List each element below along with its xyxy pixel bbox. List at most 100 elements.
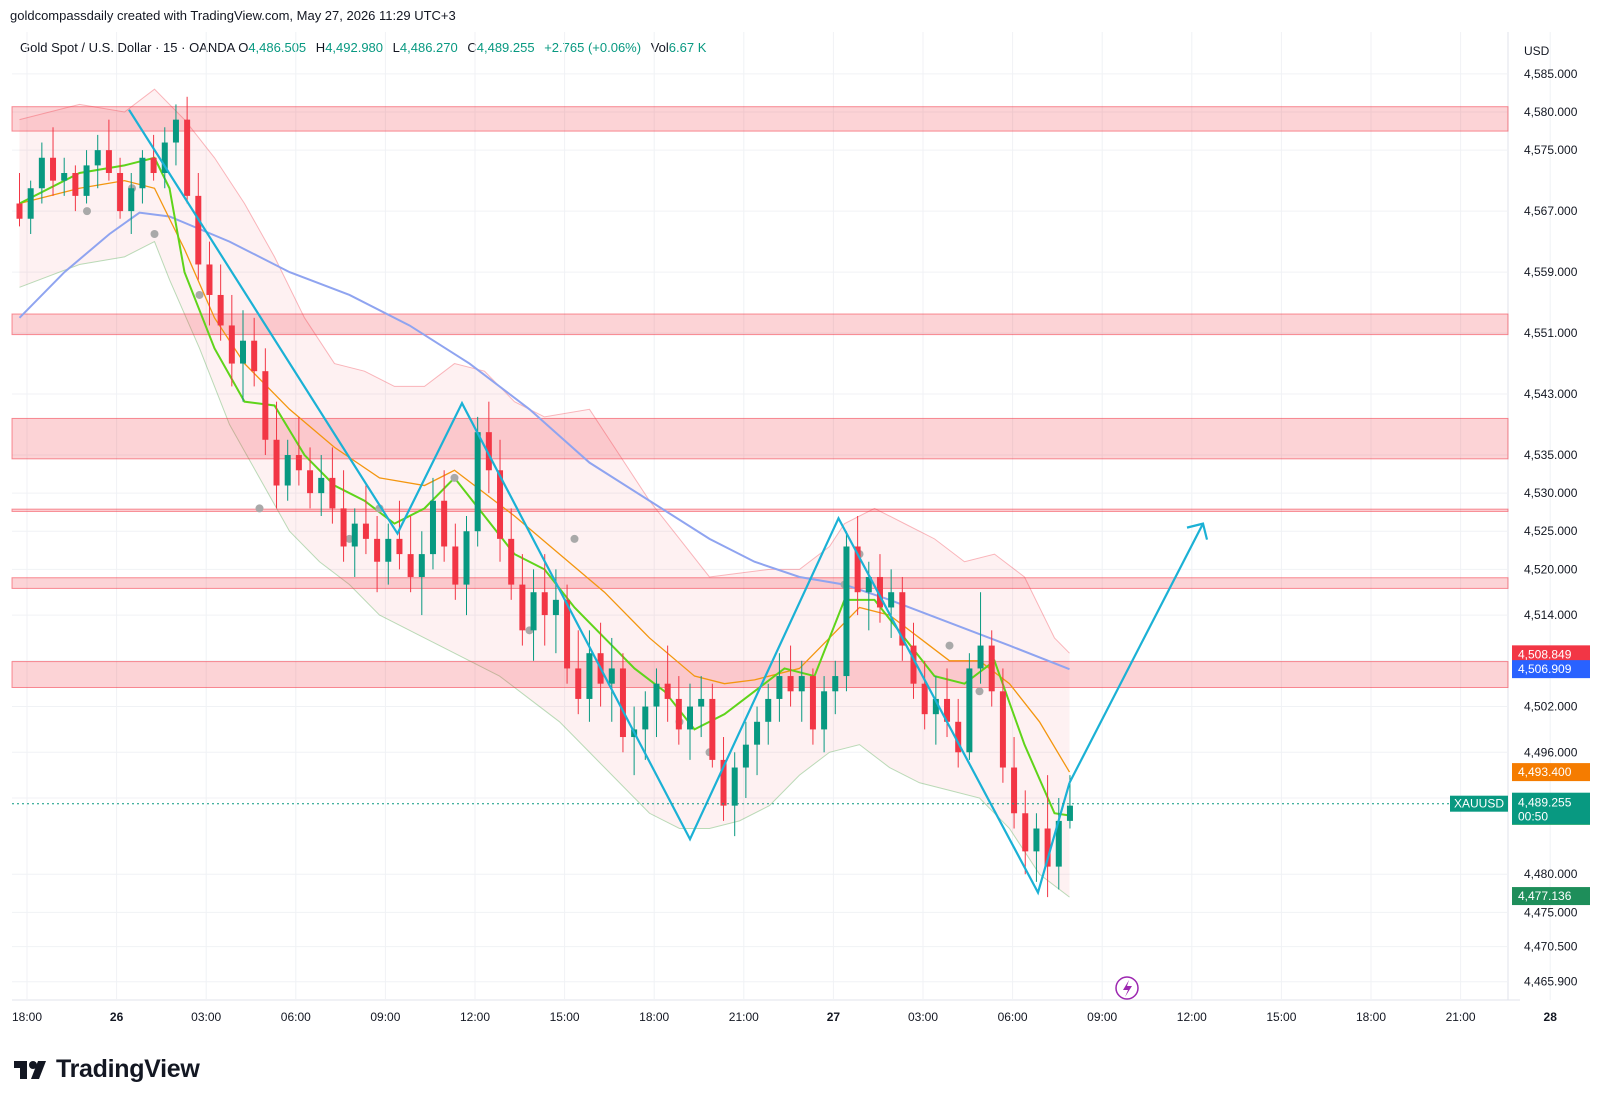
price-tick-label: 4,525.000 [1524, 524, 1578, 538]
candle-body [821, 691, 828, 730]
price-tag [1512, 660, 1590, 679]
candle-body [295, 455, 302, 471]
close-value: 4,489.255 [476, 40, 535, 55]
candle-body [228, 325, 235, 364]
candle-body [1044, 828, 1051, 867]
time-axis: 18:00 26 03:00 06:00 09:00 12:00 15:00 18:00 21:… [12, 1010, 1557, 1024]
candle-body [318, 477, 325, 494]
candle-body [564, 599, 571, 669]
candle-body [161, 142, 168, 174]
candle-body [731, 767, 738, 806]
time-tick-label: 06:00 [281, 1010, 311, 1024]
sar-dot [975, 687, 984, 696]
candle-body [418, 554, 425, 577]
candle-body [329, 477, 336, 509]
alert-icon[interactable] [1115, 976, 1139, 1000]
candle-body [362, 523, 369, 539]
price-tick-label: 4,520.000 [1524, 562, 1578, 576]
candle-body [921, 683, 928, 715]
candle-body [184, 119, 191, 196]
candle-body [765, 698, 772, 722]
candle-body [474, 432, 481, 532]
price-tick-label: 4,580.000 [1524, 105, 1578, 119]
time-tick-label: 26 [110, 1010, 124, 1024]
price-tag [1512, 763, 1590, 782]
brand-name: TradingView [56, 1055, 200, 1083]
attribution-text: goldcompassdaily created with TradingVie… [10, 8, 456, 23]
tradingview-logo-icon [14, 1060, 46, 1079]
sar-dot [83, 207, 91, 216]
candle-body [865, 576, 872, 593]
candle-body [83, 165, 90, 196]
price-tick-label: 4,551.000 [1524, 326, 1578, 340]
price-tick-label: 4,480.000 [1524, 867, 1578, 881]
candle-body [1022, 813, 1029, 852]
time-tick-label: 15:00 [1266, 1010, 1296, 1024]
price-tick-label: 4,585.000 [1524, 67, 1578, 81]
candle-body [955, 721, 962, 753]
candle-body [720, 759, 727, 806]
sar-dot [150, 229, 159, 238]
candle-body [798, 676, 805, 692]
time-tick-label: 15:00 [550, 1010, 580, 1024]
candle-body [698, 698, 705, 707]
resistance-zone [11, 106, 1509, 132]
chart-grid [12, 32, 1551, 1001]
candle-body [709, 698, 716, 760]
candle-body [38, 157, 45, 189]
candle-body [27, 188, 34, 219]
candle-body [307, 470, 314, 494]
candle-body [284, 455, 291, 486]
price-tag [1512, 645, 1590, 664]
band-fill [19, 89, 1070, 898]
candle-body [262, 371, 269, 440]
forecast-arrow-line [1068, 523, 1204, 784]
price-tick-label: 4,502.000 [1524, 700, 1578, 714]
candle-body [552, 599, 559, 616]
candle-body [653, 683, 660, 707]
candle-body [876, 576, 883, 608]
candle-body [128, 188, 135, 212]
candle-body [910, 645, 917, 684]
candle-body [999, 691, 1006, 768]
candle-body [72, 173, 79, 196]
symbol-title[interactable]: Gold Spot / U.S. Dollar · 15 · OANDA [20, 40, 235, 55]
symbol-tag-label: XAUUSD [1454, 797, 1504, 811]
price-tag-label: 4,493.400 [1518, 765, 1572, 779]
candle-body [429, 500, 436, 555]
time-tick-label: 21:00 [729, 1010, 759, 1024]
candle-body [273, 439, 280, 486]
price-tags: 4,508.8494,506.9094,493.4004,487.6694,47… [12, 645, 1590, 906]
sar-dot [570, 534, 579, 543]
candle-body [642, 706, 649, 730]
candle-body [664, 683, 671, 699]
resistance-zone [11, 661, 1509, 688]
candle-body [61, 173, 68, 181]
change-value: +2.765 (+0.06%) [544, 40, 642, 55]
price-tick-label: 4,470.500 [1524, 940, 1578, 954]
time-tick-label: 18:00 [639, 1010, 669, 1024]
candle-body [854, 546, 861, 593]
candle-body [754, 721, 761, 745]
price-tag-label: 4,508.849 [1518, 647, 1572, 661]
candle-body [340, 508, 347, 547]
price-tick-label: 4,530.000 [1524, 486, 1578, 500]
candle-body [675, 698, 682, 730]
ma-slow-line [18, 211, 1070, 671]
zigzag-line [128, 109, 1071, 896]
resistance-zones [11, 106, 1509, 688]
volume-value: 6.67 K [668, 40, 707, 55]
tradingview-logo[interactable]: TradingView [14, 1055, 200, 1084]
price-tick-label: 4,514.000 [1524, 608, 1578, 622]
price-tick-label: 4,567.000 [1524, 204, 1578, 218]
currency-label[interactable]: USD [1524, 44, 1550, 58]
resistance-zone [11, 508, 1509, 512]
candle-body [105, 150, 112, 174]
symbol-legend: Gold Spot / U.S. Dollar · 15 · OANDA O4,… [20, 40, 712, 55]
time-tick-label: 09:00 [370, 1010, 400, 1024]
price-tick-label: 4,543.000 [1524, 387, 1578, 401]
time-tick-label: 21:00 [1446, 1010, 1476, 1024]
price-axis: 4,585.000 4,580.000 4,575.000 4,567.000 4,55… [1524, 67, 1578, 989]
high-value: 4,492.980 [325, 40, 384, 55]
